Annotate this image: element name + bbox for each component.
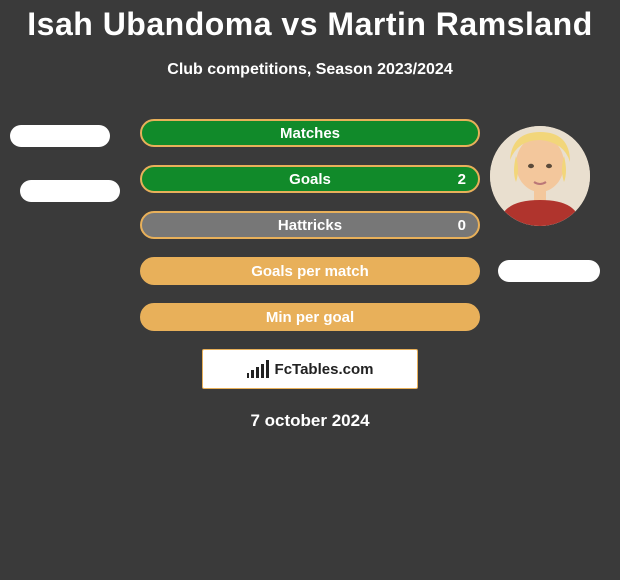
source-badge: FcTables.com (202, 349, 418, 389)
stat-label: Goals (289, 171, 331, 188)
stat-right-value: 0 (458, 217, 466, 234)
page-title: Isah Ubandoma vs Martin Ramsland (0, 0, 620, 43)
player-right-avatar (490, 126, 590, 226)
stat-pill: Matches (140, 119, 480, 147)
stat-right-value: 2 (458, 171, 466, 188)
stat-pill: Min per goal (140, 303, 480, 331)
left-decor-pill (10, 125, 110, 147)
badge-bars-icon (247, 360, 269, 378)
date-label: 7 october 2024 (0, 411, 620, 431)
stat-row: Min per goal (0, 303, 620, 331)
stat-label: Matches (280, 125, 340, 142)
right-decor-pill (498, 260, 600, 282)
left-decor-pill (20, 180, 120, 202)
subtitle: Club competitions, Season 2023/2024 (0, 61, 620, 79)
stat-label: Min per goal (266, 309, 354, 326)
stat-pill: Hattricks 0 (140, 211, 480, 239)
stat-pill: Goals per match (140, 257, 480, 285)
badge-text: FcTables.com (275, 361, 374, 378)
stat-label: Hattricks (278, 217, 342, 234)
avatar-svg (490, 126, 590, 226)
stat-label: Goals per match (251, 263, 369, 280)
stat-pill: Goals 2 (140, 165, 480, 193)
